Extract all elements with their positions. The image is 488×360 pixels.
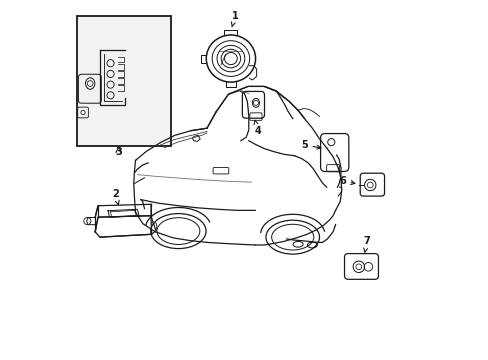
Text: 4: 4 — [254, 120, 261, 136]
Text: 6: 6 — [338, 176, 354, 186]
Text: 3: 3 — [115, 147, 122, 157]
Text: 5: 5 — [300, 140, 320, 150]
Text: 2: 2 — [112, 189, 119, 204]
FancyBboxPatch shape — [77, 16, 171, 146]
Text: 7: 7 — [363, 236, 369, 252]
Text: 1: 1 — [231, 12, 238, 27]
